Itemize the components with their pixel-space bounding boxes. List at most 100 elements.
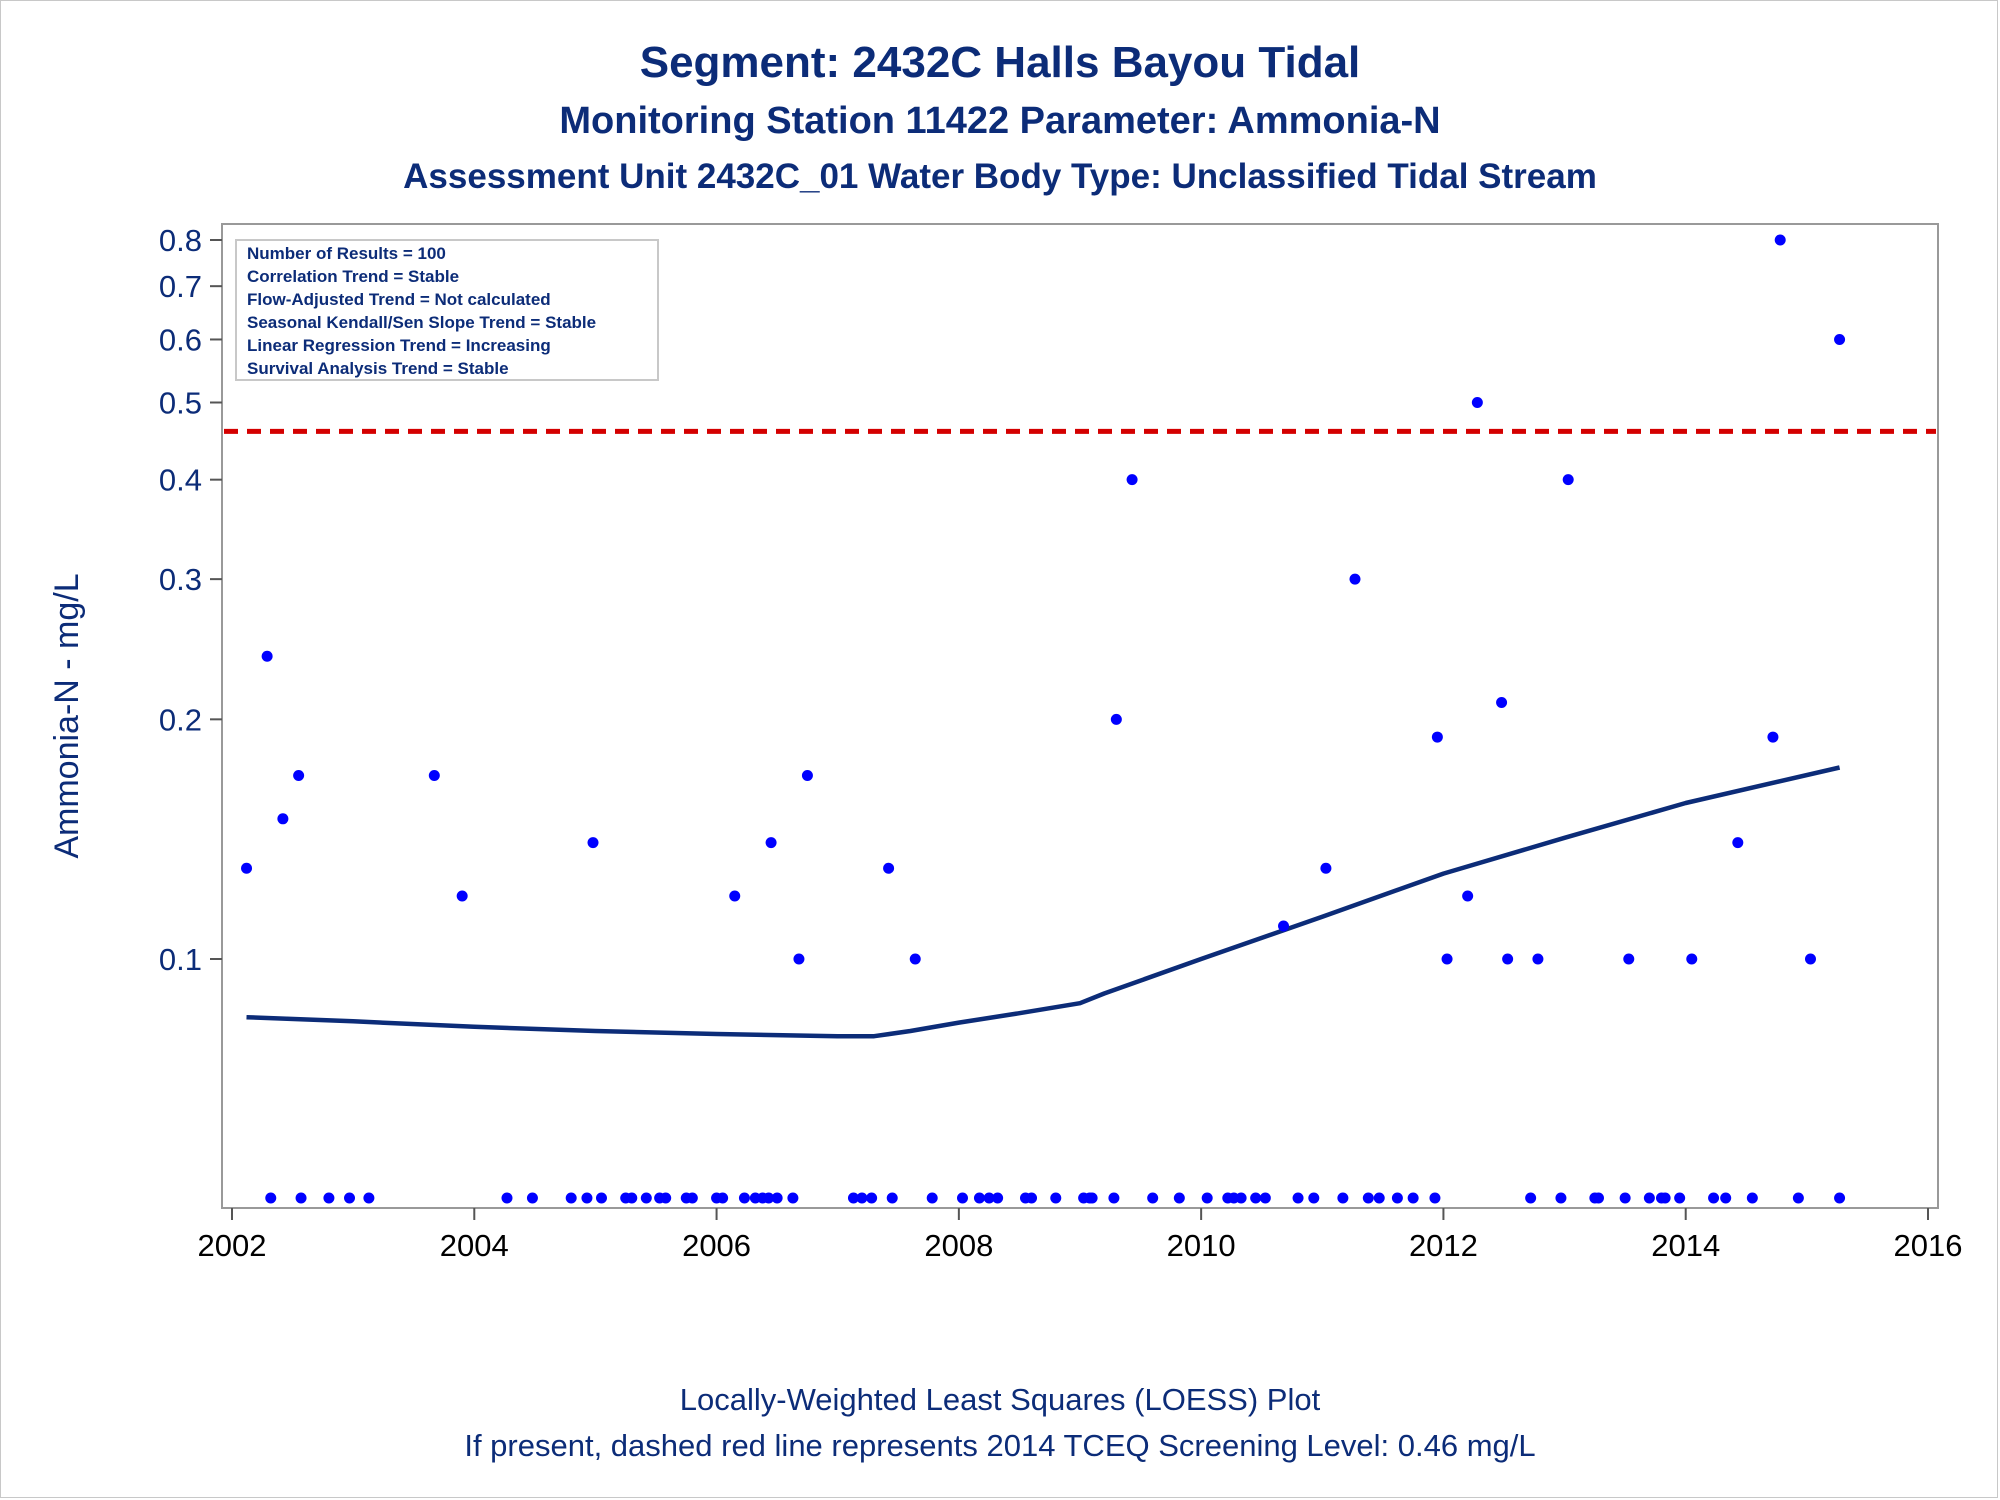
data-point — [1431, 731, 1443, 743]
x-tick-label: 2002 — [198, 1228, 267, 1263]
nondetect-point — [1407, 1192, 1419, 1204]
data-point — [261, 650, 273, 662]
x-tick-label: 2016 — [1894, 1228, 1963, 1263]
nondetect-point — [581, 1192, 593, 1204]
nondetect-point — [787, 1192, 799, 1204]
nondetect-point — [565, 1192, 577, 1204]
stats-line-flow-adjusted: Flow-Adjusted Trend = Not calculated — [247, 290, 551, 309]
y-axis-label: Ammonia-N - mg/L — [48, 573, 86, 858]
data-point — [729, 890, 741, 902]
y-tick-label: 0.8 — [159, 223, 202, 258]
data-point — [1110, 713, 1122, 725]
nondetect-point — [1201, 1192, 1213, 1204]
nondetect-point — [1619, 1192, 1631, 1204]
y-tick-label: 0.7 — [159, 269, 202, 304]
nondetect-point — [363, 1192, 375, 1204]
nondetect-point — [1086, 1192, 1098, 1204]
x-tick-label: 2010 — [1167, 1228, 1236, 1263]
data-point — [587, 837, 599, 849]
data-point — [456, 890, 468, 902]
data-point — [793, 953, 805, 965]
nondetect-point — [344, 1192, 356, 1204]
nondetect-point — [1720, 1192, 1732, 1204]
nondetect-point — [1555, 1192, 1567, 1204]
data-point — [1471, 397, 1483, 409]
nondetect-point — [1108, 1192, 1120, 1204]
y-tick-label: 0.6 — [159, 322, 202, 357]
nondetect-point — [1308, 1192, 1320, 1204]
plot-area — [221, 223, 1939, 1209]
chart-title: Segment: 2432C Halls Bayou Tidal — [639, 38, 1361, 87]
data-point — [1834, 333, 1846, 345]
data-point — [1278, 920, 1290, 932]
stats-line-linear-regression: Linear Regression Trend = Increasing — [247, 336, 551, 355]
stats-line-seasonal-kendall: Seasonal Kendall/Sen Slope Trend = Stabl… — [247, 313, 596, 332]
data-point — [1686, 953, 1698, 965]
nondetect-point — [1373, 1192, 1385, 1204]
nondetect-point — [1026, 1192, 1038, 1204]
data-point — [801, 770, 813, 782]
data-points-group — [241, 234, 1846, 1204]
data-point — [1441, 953, 1453, 965]
data-point — [241, 862, 253, 874]
nondetect-point — [1362, 1192, 1374, 1204]
y-tick-label: 0.5 — [159, 386, 202, 421]
nondetect-point — [660, 1192, 672, 1204]
stats-box-frame — [235, 239, 659, 381]
nondetect-point — [323, 1192, 335, 1204]
footnote-screening-level: If present, dashed red line represents 2… — [464, 1428, 1536, 1463]
nondetect-point — [886, 1192, 898, 1204]
nondetect-point — [265, 1192, 277, 1204]
y-tick-label: 0.3 — [159, 562, 202, 597]
nondetect-point — [1674, 1192, 1686, 1204]
nondetect-point — [1292, 1192, 1304, 1204]
stats-line-survival: Survival Analysis Trend = Stable — [247, 359, 509, 378]
x-tick-label: 2014 — [1651, 1228, 1720, 1263]
stats-line-results: Number of Results = 100 — [247, 244, 446, 263]
nondetect-point — [1147, 1192, 1159, 1204]
nondetect-point — [763, 1192, 775, 1204]
nondetect-point — [640, 1192, 652, 1204]
nondetect-point — [738, 1192, 750, 1204]
nondetect-point — [983, 1192, 995, 1204]
data-point — [1462, 890, 1474, 902]
data-point — [1623, 953, 1635, 965]
nondetect-point — [1337, 1192, 1349, 1204]
data-point — [883, 862, 895, 874]
chart-subtitle-assessment: Assessment Unit 2432C_01 Water Body Type… — [403, 157, 1597, 196]
y-tick-label: 0.2 — [159, 702, 202, 737]
nondetect-point — [866, 1192, 878, 1204]
chart-subtitle-station: Monitoring Station 11422 Parameter: Ammo… — [559, 100, 1441, 142]
data-point — [1496, 696, 1508, 708]
nondetect-point — [1643, 1192, 1655, 1204]
data-point — [1349, 573, 1361, 585]
data-point — [293, 770, 305, 782]
nondetect-point — [1708, 1192, 1720, 1204]
x-tick-label: 2008 — [924, 1228, 993, 1263]
nondetect-point — [526, 1192, 538, 1204]
nondetect-point — [1746, 1192, 1758, 1204]
nondetect-point — [992, 1192, 1004, 1204]
nondetect-point — [1525, 1192, 1537, 1204]
x-tick-label: 2012 — [1409, 1228, 1478, 1263]
loess-curve — [246, 765, 1841, 1039]
nondetect-point — [1235, 1192, 1247, 1204]
data-point — [277, 813, 289, 825]
data-point — [1532, 953, 1544, 965]
nondetect-point — [717, 1192, 729, 1204]
nondetect-point — [1659, 1192, 1671, 1204]
stats-line-correlation: Correlation Trend = Stable — [247, 267, 459, 286]
data-point — [1320, 862, 1332, 874]
nondetect-point — [847, 1192, 859, 1204]
nondetect-point — [626, 1192, 638, 1204]
y-tick-label: 0.1 — [159, 942, 202, 977]
data-point — [1774, 234, 1786, 246]
nondetect-point — [1592, 1192, 1604, 1204]
nondetect-point — [1259, 1192, 1271, 1204]
nondetect-point — [1050, 1192, 1062, 1204]
nondetect-point — [1792, 1192, 1804, 1204]
data-point — [428, 770, 440, 782]
data-point — [1126, 474, 1138, 486]
nondetect-point — [856, 1192, 868, 1204]
